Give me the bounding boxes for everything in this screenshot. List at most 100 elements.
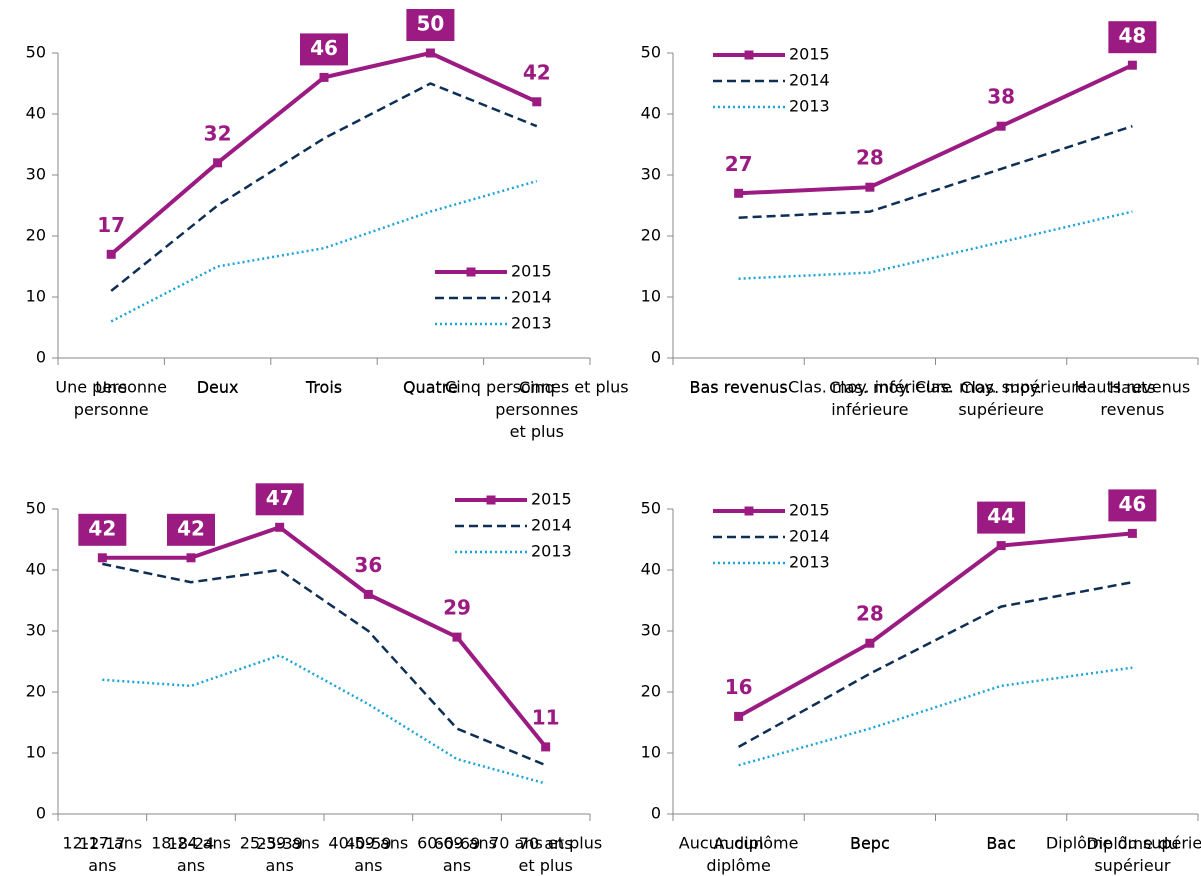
marker: [996, 541, 1006, 551]
legend-label: 2014: [511, 288, 552, 307]
y-tick-label: 20: [641, 226, 661, 245]
x-tick-label: Hauts revenusHauts revenus: [1075, 378, 1191, 419]
series-line: [102, 654, 546, 785]
y-tick-label: 20: [26, 226, 46, 245]
series-line: [738, 666, 1133, 767]
label-box: [167, 513, 215, 546]
marker: [865, 638, 875, 648]
x-tick-label: Clas. moy. supérieureClas. moy. supérieur…: [915, 378, 1087, 419]
series-line: [110, 179, 538, 323]
x-tick-label: 70 ans et plus70 ans et plus: [489, 834, 602, 875]
marker: [186, 553, 196, 563]
legend-label: 2013: [789, 553, 830, 572]
value-label: 16: [725, 675, 753, 699]
y-tick-label: 10: [26, 287, 46, 306]
legend-label: 2014: [789, 527, 830, 546]
marker: [996, 121, 1006, 131]
y-tick-label: 30: [26, 621, 46, 640]
x-tick-label: 60-69 ans60-69 ans: [417, 834, 497, 875]
y-tick-label: 30: [641, 621, 661, 640]
legend-label: 2015: [531, 490, 572, 509]
series-line: [102, 525, 548, 749]
legend-marker: [466, 267, 476, 277]
legend-label: 2014: [789, 71, 830, 90]
legend-label: 2015: [511, 262, 552, 281]
legend-label: 2014: [531, 516, 572, 535]
marker: [319, 72, 329, 82]
legend-marker: [744, 506, 754, 516]
series-line: [102, 562, 547, 767]
y-tick-label: 50: [26, 43, 46, 62]
y-tick-label: 40: [641, 560, 661, 579]
value-label: 48: [1118, 24, 1146, 48]
label-box: [255, 483, 304, 516]
y-tick-label: 0: [651, 348, 661, 367]
label-box: [1108, 489, 1157, 522]
x-tick-label: QuatreQuatre: [403, 378, 458, 397]
value-label: 29: [443, 596, 471, 620]
x-tick-label: BacBac: [986, 834, 1016, 853]
marker: [532, 97, 542, 107]
x-tick-label: 12-17 ans12-17 ans: [62, 834, 142, 875]
y-tick-label: 0: [651, 804, 661, 823]
series-line: [110, 82, 538, 292]
legend-marker: [486, 495, 496, 505]
series-line: [109, 50, 538, 256]
legend-label: 2015: [789, 45, 830, 64]
value-label: 42: [88, 516, 116, 540]
value-label: 47: [266, 486, 294, 510]
x-tick-label: DeuxDeux: [197, 378, 239, 397]
x-tick-label: BepcBepc: [850, 834, 890, 853]
value-label: 28: [856, 146, 884, 170]
marker: [363, 589, 373, 599]
y-tick-label: 50: [641, 499, 661, 518]
marker: [734, 188, 744, 198]
y-tick-label: 40: [641, 104, 661, 123]
marker: [452, 632, 462, 642]
value-label: 17: [97, 213, 125, 237]
marker: [97, 553, 107, 563]
marker: [106, 249, 116, 259]
label-box: [406, 9, 455, 41]
label-box: [300, 33, 348, 66]
x-tick-label: Aucun diplômeAucun diplôme: [679, 834, 799, 875]
value-label: 50: [416, 12, 444, 36]
series-line: [738, 210, 1133, 280]
series-line: [737, 531, 1133, 719]
x-tick-label: TroisTrois: [305, 378, 342, 397]
value-label: 27: [725, 152, 753, 176]
legend-label: 2015: [789, 501, 830, 520]
y-tick-label: 0: [36, 348, 46, 367]
label-box: [977, 501, 1026, 534]
marker: [425, 48, 435, 58]
value-label: 36: [354, 553, 382, 577]
y-tick-label: 50: [641, 43, 661, 62]
label-box: [78, 513, 127, 546]
legend-label: 2013: [511, 314, 552, 333]
value-label: 46: [310, 36, 338, 60]
marker: [541, 742, 551, 752]
x-tick-label: 25-39 ans25-39 ans: [240, 834, 320, 875]
marker: [734, 711, 744, 721]
y-tick-label: 20: [26, 682, 46, 701]
series-line: [738, 580, 1133, 748]
marker: [275, 522, 285, 532]
x-tick-label: 18-24 ans18-24 ans: [151, 834, 231, 875]
y-tick-label: 10: [641, 287, 661, 306]
y-tick-label: 30: [26, 165, 46, 184]
value-label: 42: [523, 60, 551, 84]
legend-label: 2013: [789, 97, 830, 116]
y-tick-label: 50: [26, 499, 46, 518]
y-tick-label: 10: [26, 743, 46, 762]
y-tick-label: 10: [641, 743, 661, 762]
x-tick-label: Une personneUne personne: [55, 378, 167, 419]
legend-marker: [744, 50, 754, 60]
y-tick-label: 20: [641, 682, 661, 701]
value-label: 32: [204, 121, 232, 145]
value-label: 38: [987, 85, 1015, 109]
value-label: 28: [856, 602, 884, 626]
series-line: [738, 125, 1133, 219]
y-tick-label: 30: [641, 165, 661, 184]
